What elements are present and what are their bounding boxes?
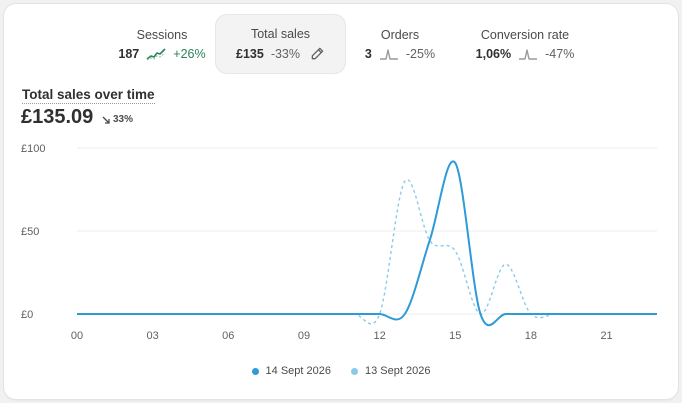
x-tick-label: 18 xyxy=(525,330,537,342)
legend-item-previous[interactable]: 13 Sept 2026 xyxy=(351,365,430,377)
total-sales-delta: 33% xyxy=(102,114,133,125)
series-line-current xyxy=(77,160,657,327)
metric-delta: +26% xyxy=(173,46,206,61)
chart-legend: 14 Sept 2026 13 Sept 2026 xyxy=(4,365,678,377)
x-tick-label: 03 xyxy=(147,330,159,342)
y-tick-label: £0 xyxy=(21,309,33,321)
sales-card: Sessions 187 +26% Total sales £135 -33% … xyxy=(4,4,678,399)
metric-label: Total sales xyxy=(250,27,311,41)
trend-up-sparkline-icon xyxy=(146,47,166,61)
chart-title[interactable]: Total sales over time xyxy=(22,87,155,104)
metric-value: 1,06% xyxy=(475,46,512,61)
metric-label: Sessions xyxy=(136,27,188,42)
y-tick-label: £50 xyxy=(21,226,39,238)
x-tick-label: 15 xyxy=(449,330,461,342)
x-tick-label: 00 xyxy=(71,330,83,342)
total-sales-delta-value: 33% xyxy=(113,114,134,125)
legend-label-previous: 13 Sept 2026 xyxy=(365,365,431,377)
metric-orders[interactable]: Orders 3 -25% xyxy=(344,14,456,74)
metric-conversion-rate[interactable]: Conversion rate 1,06% -47% xyxy=(462,14,588,74)
legend-item-current[interactable]: 14 Sept 2026 xyxy=(251,365,331,377)
metric-value: 187 xyxy=(118,46,140,61)
trend-peak-sparkline-icon xyxy=(519,48,538,60)
metric-label: Orders xyxy=(380,27,420,42)
total-sales-value: £135.09 xyxy=(21,106,94,128)
legend-label-current: 14 Sept 2026 xyxy=(265,365,331,377)
arrow-down-right-icon xyxy=(102,116,110,124)
series-line-previous xyxy=(77,178,657,325)
metric-delta: -33% xyxy=(270,46,300,61)
legend-dot-previous xyxy=(351,367,358,375)
trend-peak-sparkline-icon xyxy=(379,48,398,60)
metric-label: Conversion rate xyxy=(480,27,570,42)
x-tick-label: 21 xyxy=(600,330,612,342)
metric-sessions[interactable]: Sessions 187 +26% xyxy=(96,14,228,74)
metric-value: £135 xyxy=(236,46,264,61)
y-tick-label: £100 xyxy=(21,143,45,155)
pencil-icon[interactable] xyxy=(310,46,325,61)
metric-delta: -47% xyxy=(545,46,575,61)
metric-value: 3 xyxy=(364,46,372,61)
x-tick-label: 06 xyxy=(222,330,234,342)
metric-total-sales[interactable]: Total sales £135 -33% xyxy=(215,14,346,74)
legend-dot-current xyxy=(251,367,259,375)
metric-delta: -25% xyxy=(405,46,436,61)
x-tick-label: 12 xyxy=(373,330,385,342)
x-tick-label: 09 xyxy=(298,330,310,342)
sales-line-chart: £0 £50 £100 00 03 06 09 12 15 18 21 xyxy=(21,143,657,342)
